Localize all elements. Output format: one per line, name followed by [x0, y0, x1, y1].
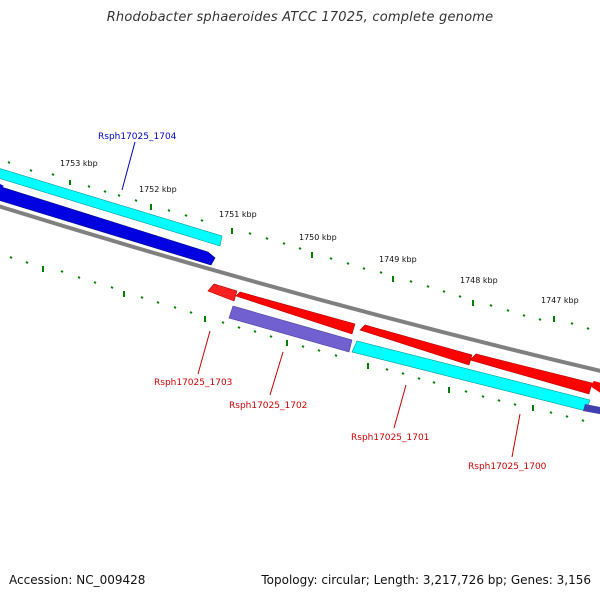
leader-line-1704 [121, 141, 136, 191]
gene-label-1704[interactable]: Rsph17025_1704 [98, 132, 177, 142]
map-title: Rhodobacter sphaeroides ATCC 17025, comp… [106, 10, 494, 25]
gene-feature-1701-red[interactable] [359, 324, 473, 366]
outer-tick-row [7, 161, 590, 330]
tick-label-1752: 1752 kbp [139, 185, 177, 194]
gene-feature-1703[interactable] [207, 283, 238, 302]
gene-feature-1702-red[interactable] [235, 291, 356, 335]
tick-label-1753: 1753 kbp [60, 159, 98, 168]
gene-label-1702[interactable]: Rsph17025_1702 [229, 401, 307, 411]
gene-feature-edge-red[interactable] [590, 381, 600, 396]
gene-label-1700[interactable]: Rsph17025_1700 [468, 462, 547, 472]
feature-edge-other[interactable] [583, 404, 600, 415]
cds-feature-1701[interactable] [351, 340, 591, 412]
tick-label-1749: 1749 kbp [379, 255, 417, 264]
gene-label-1701[interactable]: Rsph17025_1701 [351, 433, 429, 443]
tick-label-1748: 1748 kbp [460, 276, 498, 285]
leader-line-1701 [393, 384, 407, 429]
tick-label-1751: 1751 kbp [219, 210, 257, 219]
inner-tick-row [9, 256, 585, 422]
leader-line-1702 [269, 351, 284, 396]
genome-summary-text: Topology: circular; Length: 3,217,726 bp… [261, 573, 591, 587]
forward-strand [0, 167, 223, 266]
gene-label-1703[interactable]: Rsph17025_1703 [154, 378, 232, 388]
genome-backbone [0, 204, 600, 373]
gene-feature-1704[interactable] [0, 185, 216, 266]
cds-feature-forward[interactable] [0, 167, 223, 247]
gene-feature-1700-red[interactable] [469, 353, 593, 395]
tick-label-1750: 1750 kbp [299, 233, 337, 242]
reverse-strand [207, 283, 600, 415]
leader-line-1700 [511, 413, 521, 458]
gene-feature-left[interactable] [0, 183, 4, 190]
tick-label-1747: 1747 kbp [541, 296, 579, 305]
leader-line-1703 [197, 330, 211, 375]
accession-text: Accession: NC_009428 [9, 573, 146, 587]
feature-1702-other[interactable] [228, 305, 353, 353]
